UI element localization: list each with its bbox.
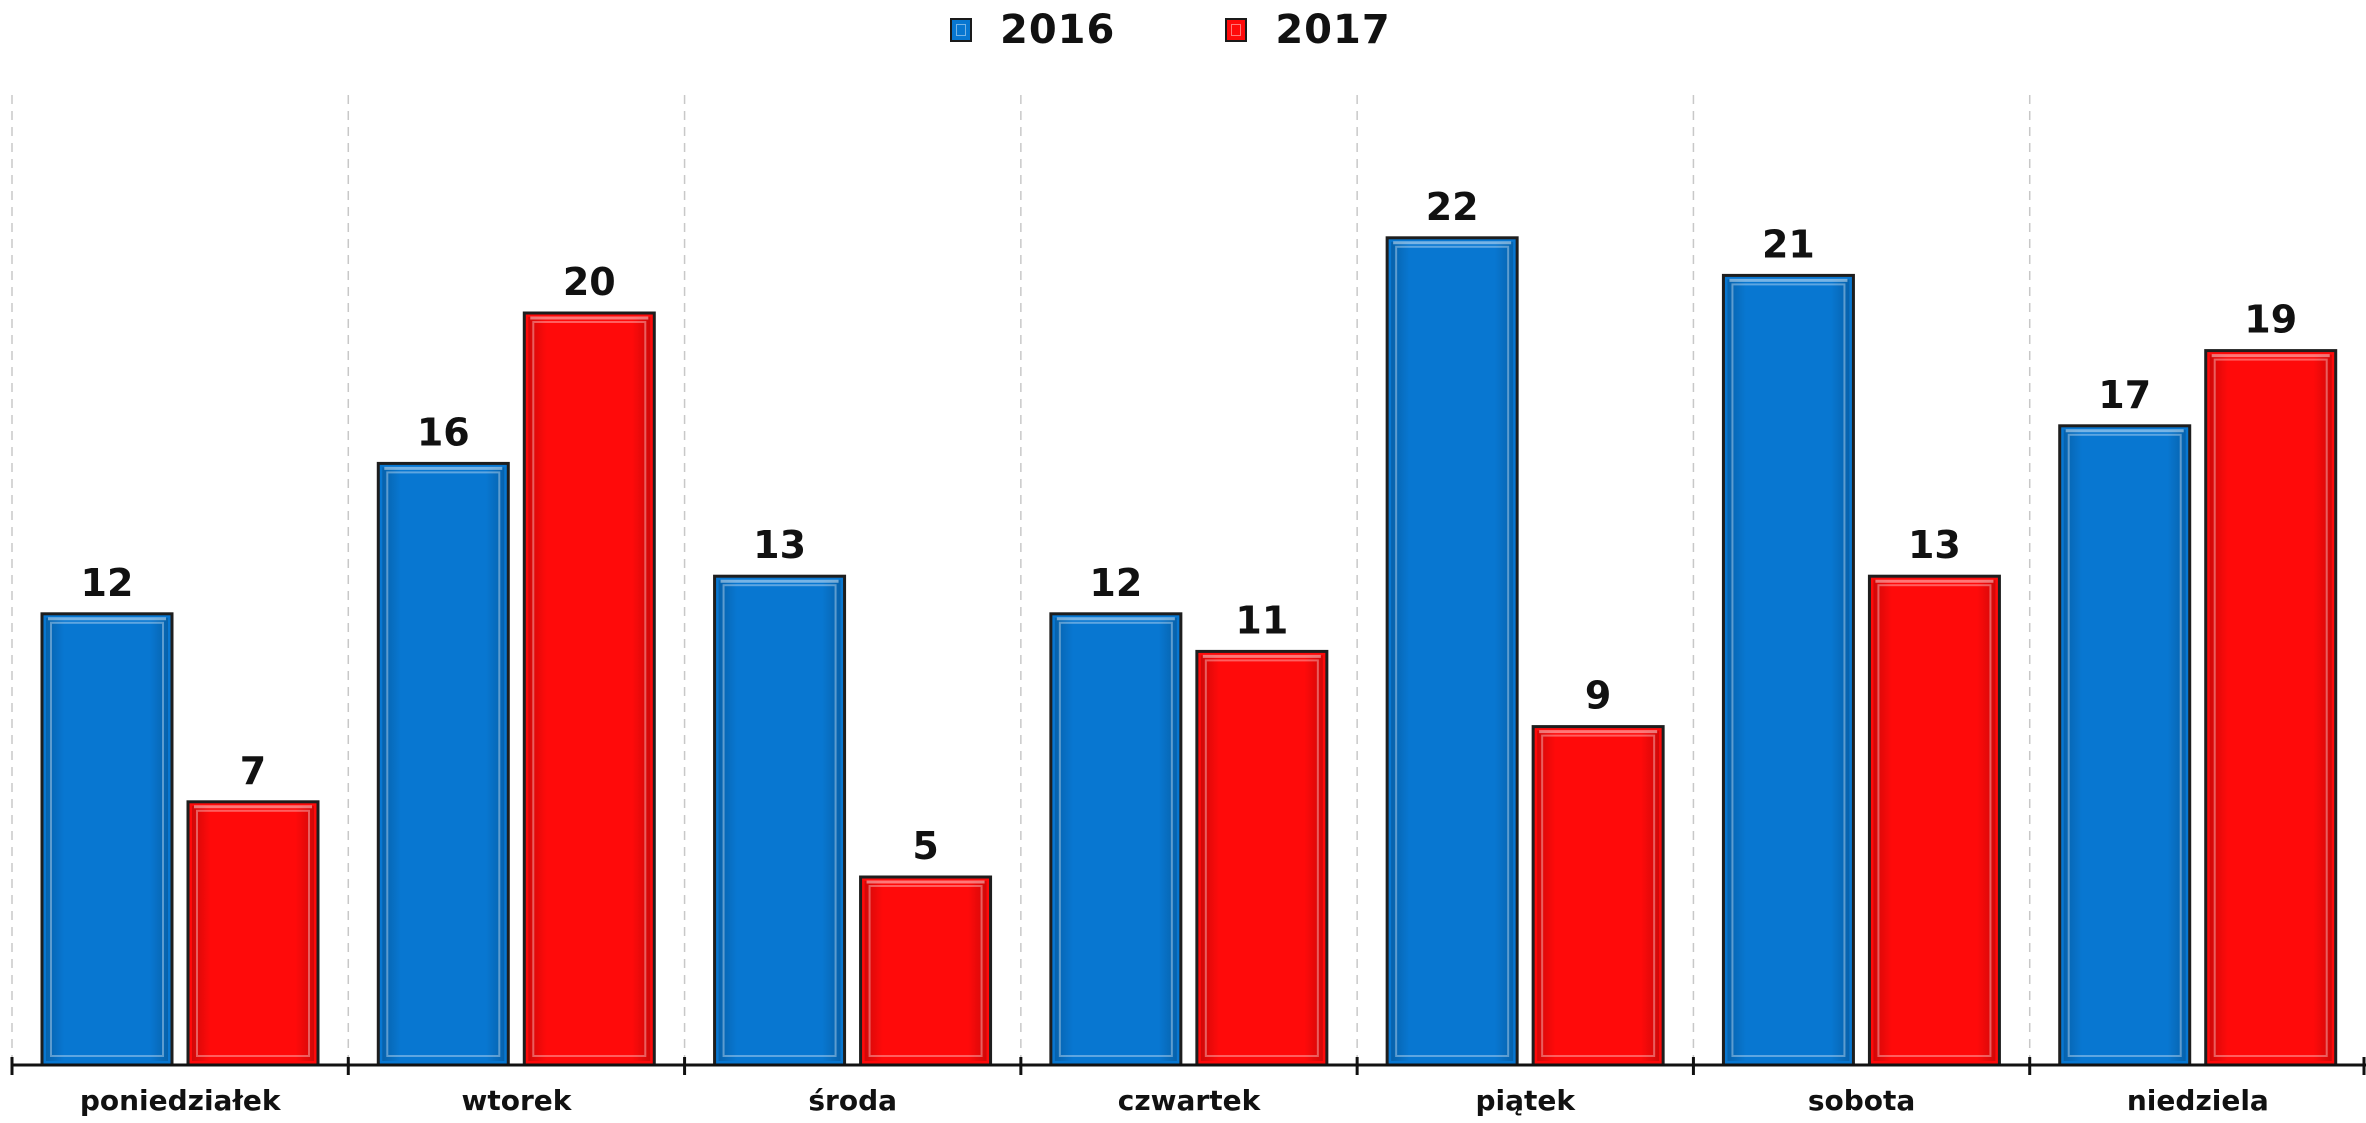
- data-label-2016-piatek: 22: [1426, 185, 1479, 229]
- data-label-2017-niedziela: 19: [2244, 298, 2297, 342]
- x-tick-label-sobota: sobota: [1808, 1084, 1915, 1117]
- bar-highlight: [1395, 245, 1510, 1058]
- data-label-2016-poniedzialek: 12: [81, 561, 134, 605]
- bar-bevel: [1054, 617, 1177, 1061]
- bar-2017-wtorek: [522, 311, 656, 1067]
- bar-highlight: [1541, 734, 1656, 1057]
- bar-highlight: [532, 321, 647, 1057]
- grid: [11, 95, 2031, 1065]
- legend-label-2016: 2016: [1000, 7, 1116, 53]
- bar-highlight: [868, 885, 983, 1057]
- legend-item-2017: 2017: [1225, 7, 1390, 53]
- bar-2017-sobota: [1867, 574, 2001, 1067]
- bar-highlight: [50, 621, 164, 1057]
- data-label-2017-sobota: 13: [1908, 523, 1961, 567]
- data-label-2016-czwartek: 12: [1089, 561, 1142, 605]
- bar-highlight: [1877, 584, 1992, 1057]
- x-tick-label-niedziela: niedziela: [2127, 1084, 2269, 1117]
- data-label-2017-piatek: 9: [1585, 674, 1611, 718]
- legend-label-2017: 2017: [1275, 7, 1391, 53]
- bar-2016-piatek: [1385, 236, 1519, 1067]
- bar-2017-sroda: [859, 875, 993, 1067]
- bar-bevel: [382, 467, 505, 1061]
- x-tick-label-wtorek: wtorek: [461, 1084, 572, 1117]
- bar-highlight: [722, 584, 837, 1057]
- data-label-2017-czwartek: 11: [1235, 598, 1288, 642]
- data-label-2017-sroda: 5: [912, 824, 938, 868]
- data-label-2016-sroda: 13: [753, 523, 806, 567]
- bar-highlight: [1058, 621, 1173, 1057]
- legend-swatch-2016: [950, 18, 972, 42]
- bar-bevel: [192, 805, 314, 1061]
- bar-bevel: [864, 881, 987, 1061]
- bar-bevel: [528, 317, 651, 1061]
- bar-highlight: [386, 471, 501, 1057]
- x-tick-label-sroda: środa: [808, 1084, 897, 1117]
- data-labels: 12 7 16 20 13 5 12 11 22 9 21 13 17 19: [81, 185, 2298, 868]
- legend-swatch-2017: [1225, 18, 1248, 42]
- bar-2016-sobota: [1721, 273, 1855, 1067]
- bar-bevel: [718, 580, 841, 1061]
- bar-2017-czwartek: [1195, 649, 1329, 1067]
- bar-bevel: [2209, 354, 2332, 1062]
- bar-2016-niedziela: [2058, 424, 2192, 1067]
- data-label-2016-wtorek: 16: [417, 410, 470, 454]
- bar-2016-sroda: [713, 574, 847, 1067]
- bar-highlight: [1731, 283, 1846, 1057]
- bar-bevel: [1537, 730, 1660, 1061]
- data-label-2017-poniedzialek: 7: [240, 749, 266, 793]
- bar-highlight: [2067, 433, 2182, 1057]
- bar-2016-czwartek: [1049, 612, 1183, 1067]
- data-label-2016-sobota: 21: [1762, 222, 1815, 266]
- legend: 2016 2017: [950, 2, 1501, 58]
- bars: [40, 236, 2338, 1067]
- bar-highlight: [196, 809, 310, 1057]
- bar-bevel: [1200, 655, 1323, 1061]
- bar-bevel: [46, 617, 168, 1061]
- bar-highlight: [2213, 358, 2328, 1058]
- x-tick-label-czwartek: czwartek: [1118, 1084, 1262, 1117]
- x-axis: poniedziałek wtorek środa czwartek piątek sob…: [10, 1057, 2366, 1117]
- bar-2017-niedziela: [2204, 349, 2338, 1067]
- bar-2017-piatek: [1531, 725, 1665, 1067]
- bar-bevel: [1873, 580, 1996, 1061]
- bar-2017-poniedzialek: [186, 800, 320, 1067]
- bar-bevel: [1727, 279, 1850, 1061]
- bar-bevel: [2063, 429, 2186, 1061]
- bar-highlight: [1204, 659, 1319, 1058]
- bar-2016-wtorek: [376, 461, 510, 1067]
- data-label-2016-niedziela: 17: [2098, 373, 2151, 417]
- bar-bevel: [1391, 241, 1514, 1062]
- x-tick-label-piatek: piątek: [1476, 1084, 1577, 1117]
- x-tick-label-poniedzialek: poniedziałek: [80, 1084, 282, 1117]
- data-label-2017-wtorek: 20: [563, 260, 616, 304]
- legend-item-2016: 2016: [950, 7, 1115, 53]
- bar-2016-poniedzialek: [40, 612, 174, 1067]
